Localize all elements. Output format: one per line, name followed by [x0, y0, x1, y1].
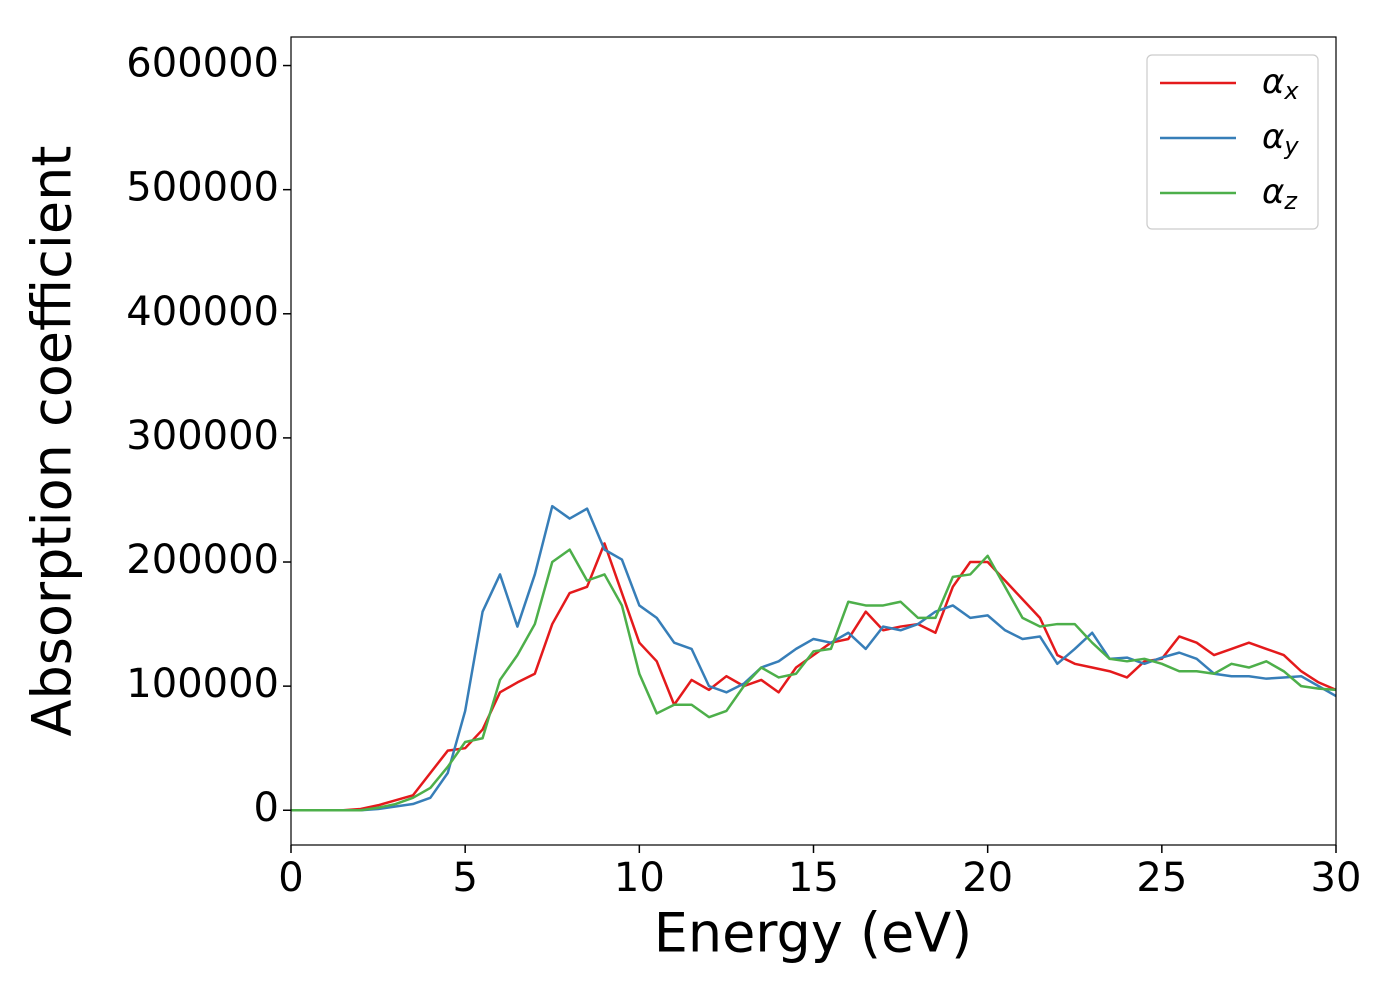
series-line [291, 548, 1337, 812]
y-tick-label: 400000 [126, 289, 279, 335]
x-tick-label: 10 [614, 855, 665, 901]
x-tick-label: 5 [452, 855, 477, 901]
x-axis-label: Energy (eV) [654, 902, 973, 965]
legend-label: αz [1262, 172, 1298, 216]
series-line [291, 504, 1337, 812]
x-tick-label: 20 [962, 855, 1013, 901]
x-tick-label: 0 [278, 855, 303, 901]
x-tick-label: 15 [788, 855, 839, 901]
y-axis-label: Absorption coefficient [21, 146, 84, 737]
y-tick-label: 0 [254, 785, 279, 831]
y-tick-label: 100000 [126, 661, 279, 707]
y-tick-label: 600000 [126, 41, 279, 87]
legend-label: αy [1262, 117, 1299, 161]
legend-box [1146, 54, 1319, 230]
y-tick-label: 200000 [126, 537, 279, 583]
legend-label: αx [1262, 62, 1299, 106]
x-tick-label: 30 [1311, 855, 1362, 901]
plot-frame [290, 36, 1337, 846]
y-tick-label: 300000 [126, 413, 279, 459]
x-tick-label: 25 [1136, 855, 1187, 901]
y-tick-label: 500000 [126, 165, 279, 211]
